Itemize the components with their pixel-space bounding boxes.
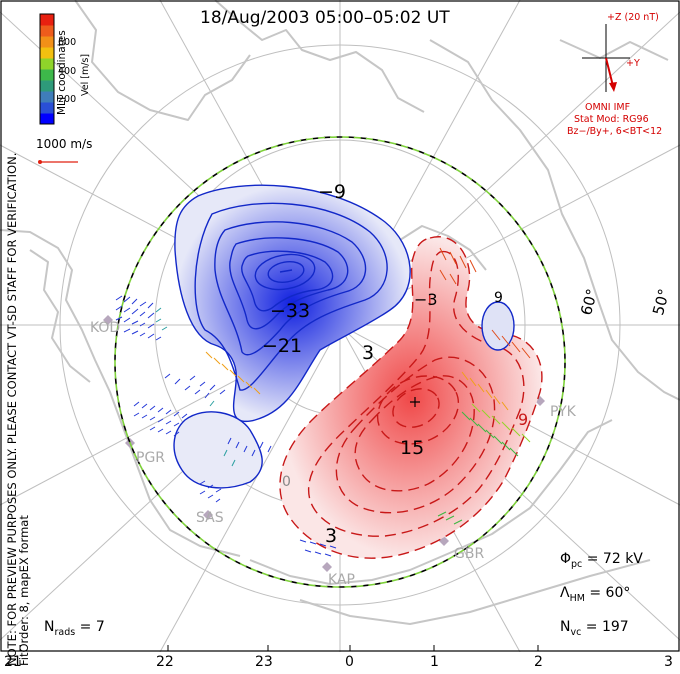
side-note: NOTE: FOR PREVIEW PURPOSES ONLY. PLEASE … xyxy=(5,153,31,666)
mlt-tick-label: 0 xyxy=(345,654,354,670)
imf-clock xyxy=(582,24,630,92)
station-label: GBR xyxy=(454,546,485,562)
contour-label: −9 xyxy=(318,181,347,203)
colorbar-segment xyxy=(40,36,54,48)
colorbar-segment xyxy=(40,25,54,37)
mlt-tick-label: 21 xyxy=(4,654,22,670)
colorbar-segment xyxy=(40,91,54,103)
coastline xyxy=(0,0,680,625)
velocity-vectors xyxy=(115,247,531,557)
colorbar-label: Vel [m/s] xyxy=(80,53,91,96)
contour-label: 9 xyxy=(494,290,503,306)
contour-label: −3 xyxy=(414,290,438,309)
map-graticule xyxy=(0,0,680,652)
positive-convection-cell xyxy=(279,236,543,559)
contour-label: 9 xyxy=(518,410,529,429)
colorbar-tick-400: 400 xyxy=(58,66,77,77)
velocity-colorbar xyxy=(40,14,54,125)
colorbar-segment xyxy=(40,113,54,125)
imf-by-label: +Y xyxy=(626,58,640,69)
station-label: PYK xyxy=(550,404,576,420)
map-title: 18/Aug/2003 05:00–05:02 UT xyxy=(200,8,450,28)
colorbar-segment xyxy=(40,14,54,26)
contour-label: 3 xyxy=(362,342,375,364)
imf-bz-label: +Z (20 nT) xyxy=(607,12,659,23)
colorbar-tick-600: 600 xyxy=(58,37,77,48)
fit-order-note: FitOrder: 8, mapEX format xyxy=(17,515,31,666)
negative-convection-cell xyxy=(173,184,411,489)
mlt-ticks xyxy=(19,645,539,651)
contour-label: 3 xyxy=(325,525,338,547)
station-label: SAS xyxy=(196,510,224,526)
colorbar-segment xyxy=(40,47,54,59)
vector-scale-label: 1000 m/s xyxy=(36,137,93,151)
station-label: KAP xyxy=(328,572,355,588)
station-label: KOD xyxy=(90,320,121,336)
colorbar-segment xyxy=(40,69,54,81)
vector-count: Nvc = 197 xyxy=(560,619,629,638)
contour-label: 0 xyxy=(282,474,291,490)
imf-source: OMNI IMF xyxy=(585,102,631,113)
contour-label: −21 xyxy=(262,335,303,357)
mlt-tick-label: 1 xyxy=(430,654,439,670)
mlt-tick-label: 22 xyxy=(156,654,174,670)
contour-label: −33 xyxy=(270,300,311,322)
radar-count: Nrads = 7 xyxy=(44,619,105,638)
mlt-tick-label: 23 xyxy=(255,654,273,670)
station-label: PGR xyxy=(136,450,166,466)
mlt-tick-label: 3 xyxy=(664,654,673,670)
colorbar-tick-200: 200 xyxy=(58,94,77,105)
hm-latitude: ΛHM = 60° xyxy=(560,585,631,604)
colorbar-segment xyxy=(40,102,54,114)
imf-condition: Bz−/By+, 6<BT<12 xyxy=(567,126,663,137)
contour-label: 15 xyxy=(400,437,425,459)
mlt-tick-label: 2 xyxy=(534,654,543,670)
colorbar-segment xyxy=(40,58,54,70)
imf-model: Stat Mod: RG96 xyxy=(574,114,649,125)
plot-frame xyxy=(0,0,680,652)
cross-polar-cap-potential: Φpc = 72 kV xyxy=(560,551,643,570)
hm-boundary-green xyxy=(114,136,566,588)
colorbar-segment xyxy=(40,80,54,92)
